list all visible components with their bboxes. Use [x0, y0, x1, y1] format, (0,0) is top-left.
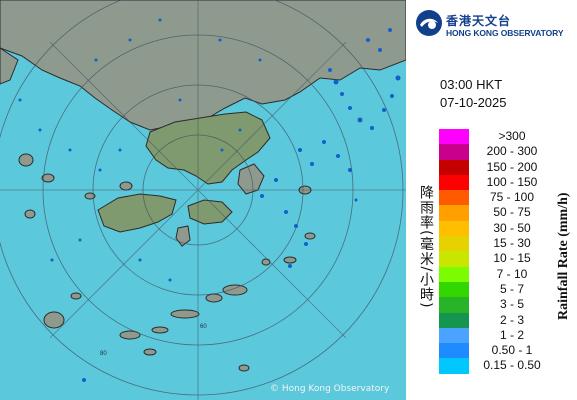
legend-row: 50 - 75 [439, 205, 555, 221]
legend-range-label: 10 - 15 [493, 251, 531, 266]
legend-swatch [439, 251, 469, 267]
legend-range-label: >300 [498, 129, 526, 143]
legend-range-label: 0.50 - 1 [491, 343, 533, 358]
legend-swatch [439, 144, 469, 160]
ring-label: 80 [100, 351, 107, 357]
logo-name-en: HONG KONG OBSERVATORY [446, 28, 564, 38]
lamma-island [175, 225, 191, 247]
legend-range-label: 75 - 100 [489, 190, 535, 205]
legend-range-label: 15 - 30 [493, 236, 531, 251]
legend-row: 0.50 - 1 [439, 343, 555, 359]
legend-swatch [439, 159, 469, 175]
legend-range-label: 0.15 - 0.50 [483, 358, 541, 373]
legend-row: 75 - 100 [439, 190, 555, 206]
legend-swatch [439, 205, 469, 221]
legend-range-label: 5 - 7 [499, 281, 524, 296]
legend-row: 7 - 10 [439, 266, 555, 282]
radar-map: 60 80 © Hong Kong Observatory [0, 0, 406, 400]
legend-row: 10 - 15 [439, 251, 555, 267]
hk-island [187, 199, 233, 225]
legend-row: 0.15 - 0.50 [439, 358, 555, 374]
legend-range-label: 2 - 3 [499, 312, 524, 327]
legend-range-label: 100 - 150 [486, 174, 538, 189]
legend-range-label: 7 - 10 [496, 266, 528, 281]
legend-row: 150 - 200 [439, 159, 555, 175]
west-coast [0, 47, 19, 85]
radar-map-canvas: 60 80 [0, 0, 406, 400]
legend-range-label: 50 - 75 [493, 205, 531, 220]
logo-name-cn: 香港天文台 [446, 14, 512, 28]
legend-range-label: 3 - 5 [499, 297, 524, 312]
legend-swatch [439, 190, 469, 206]
lantau-island [97, 193, 177, 233]
hko-logo: 香港天文台 HONG KONG OBSERVATORY [414, 6, 574, 40]
rain-echoes [18, 18, 401, 382]
legend-title-en: Rainfall Rate (mm/h) [556, 192, 571, 320]
legend-swatch [439, 358, 469, 374]
legend-row: 1 - 2 [439, 327, 555, 344]
copyright-text: © Hong Kong Observatory [270, 384, 390, 394]
legend-swatch [439, 266, 469, 282]
legend-swatch [439, 174, 469, 191]
legend-swatch [439, 297, 469, 313]
legend-row: 3 - 5 [439, 297, 555, 313]
legend-swatch [439, 236, 469, 252]
legend-swatch [439, 312, 469, 328]
ring-label: 60 [200, 324, 207, 330]
legend-range-label: 200 - 300 [486, 144, 538, 159]
legend-range-label: 1 - 2 [499, 327, 524, 342]
legend-row: >300 [439, 129, 555, 145]
observation-time: 03:00 HKT [440, 77, 503, 92]
legend-row: 30 - 50 [439, 220, 555, 237]
radial-lines [0, 0, 406, 400]
legend-row: 5 - 7 [439, 281, 555, 298]
legend-row: 2 - 3 [439, 312, 555, 328]
hko-logo-icon [416, 10, 442, 36]
legend-swatch [439, 281, 469, 298]
legend-row: 100 - 150 [439, 174, 555, 191]
legend-swatch [439, 343, 469, 359]
legend-swatch [439, 129, 469, 145]
legend-swatch [439, 327, 469, 344]
legend-swatch [439, 220, 469, 237]
info-panel: 香港天文台 HONG KONG OBSERVATORY 03:00 HKT 07… [406, 0, 577, 400]
legend-range-label: 150 - 200 [486, 159, 538, 174]
legend-row: 200 - 300 [439, 144, 555, 160]
legend-row: 15 - 30 [439, 236, 555, 252]
legend-title-cn: 降雨率(毫米/小時) [418, 185, 434, 309]
rainfall-legend: >300 200 - 300 150 - 200 100 - 150 75 - 100 5… [439, 129, 555, 374]
outlying-islands [18, 153, 316, 372]
observation-date: 07-10-2025 [440, 95, 507, 110]
legend-range-label: 30 - 50 [493, 220, 531, 235]
